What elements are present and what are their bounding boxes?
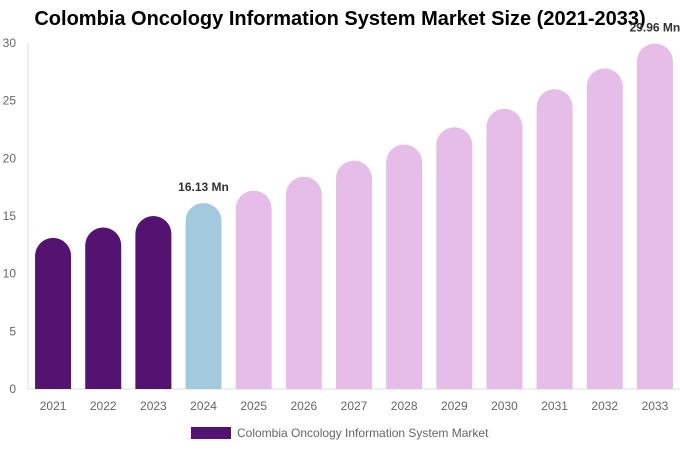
bar-2027	[336, 160, 372, 389]
x-tick-label: 2027	[341, 399, 368, 413]
x-tick-label: 2032	[591, 399, 618, 413]
x-tick-label: 2024	[190, 399, 217, 413]
data-label: 16.13 Mn	[178, 180, 229, 194]
y-tick-label: 25	[3, 94, 17, 108]
bar-2022	[85, 227, 122, 389]
bar-2026	[285, 176, 322, 389]
y-tick-label: 5	[9, 324, 16, 338]
y-tick-label: 30	[3, 36, 17, 50]
bar-2029	[436, 127, 473, 390]
y-tick-label: 10	[3, 267, 17, 281]
bar-2033	[636, 43, 673, 389]
y-tick-label: 20	[3, 151, 17, 165]
chart-title: Colombia Oncology Information System Mar…	[34, 8, 646, 30]
bar-2021	[35, 237, 72, 389]
y-tick-label: 15	[3, 209, 17, 223]
y-tick-label: 0	[9, 382, 16, 396]
x-tick-label: 2028	[391, 399, 418, 413]
x-tick-label: 2022	[90, 399, 117, 413]
bar-2028	[386, 144, 423, 389]
bar-2025	[235, 190, 272, 389]
x-tick-label: 2025	[240, 399, 267, 413]
bar-2032	[586, 68, 623, 389]
legend-label: Colombia Oncology Information System Mar…	[237, 426, 489, 440]
x-tick-label: 2029	[441, 399, 468, 413]
x-tick-label: 2030	[491, 399, 518, 413]
data-label: 29.96 Mn	[630, 20, 680, 34]
x-tick-label: 2026	[290, 399, 317, 413]
bar-2030	[486, 108, 523, 390]
x-tick-label: 2023	[140, 399, 167, 413]
bar-2031	[536, 89, 573, 389]
legend: Colombia Oncology Information System Mar…	[191, 426, 488, 440]
bar-2023	[135, 216, 172, 389]
x-tick-label: 2031	[541, 399, 568, 413]
legend-swatch	[191, 427, 231, 439]
x-tick-label: 2021	[40, 399, 67, 413]
bar-2024	[185, 202, 222, 389]
x-tick-label: 2033	[642, 399, 669, 413]
